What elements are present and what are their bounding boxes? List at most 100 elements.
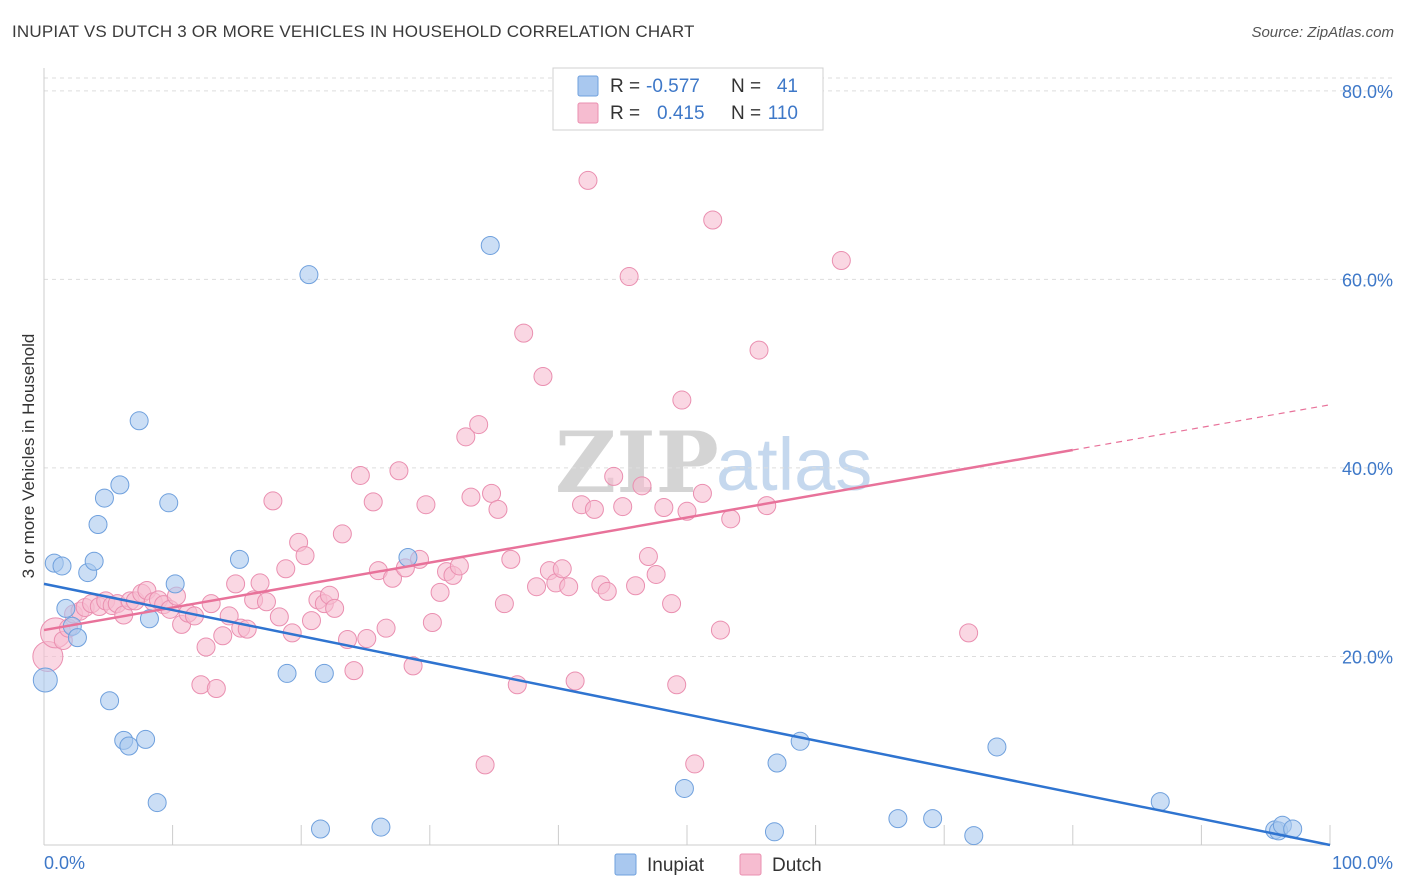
- dutch-swatch: [577, 102, 599, 124]
- inupiat-point: [147, 793, 167, 813]
- inupiat-point: [165, 574, 185, 594]
- dutch-point: [604, 466, 624, 486]
- dutch-point: [565, 671, 585, 691]
- inupiat-point: [767, 753, 787, 773]
- dutch-point: [626, 576, 646, 596]
- inupiat-point: [888, 809, 908, 829]
- dutch-point: [461, 487, 481, 507]
- inupiat-point: [56, 598, 76, 618]
- inupiat-point: [674, 778, 694, 798]
- inupiat-trend-line: [43, 582, 1331, 847]
- inupiat-r-label: R =: [610, 76, 640, 97]
- dutch-point: [527, 577, 547, 597]
- inupiat-point: [310, 819, 330, 839]
- dutch-series: [32, 170, 979, 775]
- dutch-point: [597, 581, 617, 601]
- dutch-point: [667, 675, 687, 695]
- tick-labels: 20.0% 40.0% 60.0% 80.0% 0.0% 100.0%: [44, 82, 1393, 873]
- dutch-point: [672, 390, 692, 410]
- y-tick-label: 60.0%: [1342, 270, 1393, 290]
- inupiat-point: [52, 556, 72, 576]
- dutch-point: [196, 637, 216, 657]
- legend-inupiat-swatch: [614, 853, 637, 876]
- watermark-atlas: atlas: [716, 423, 872, 506]
- stats-legend: R = -0.577 N = 41 R = 0.415 N = 110: [552, 67, 824, 131]
- dutch-point: [206, 679, 226, 699]
- dutch-point: [344, 661, 364, 681]
- dutch-point: [619, 267, 639, 287]
- inupiat-point: [398, 547, 418, 567]
- inupiat-point: [67, 628, 87, 648]
- dutch-point: [416, 495, 436, 515]
- dutch-point: [488, 499, 508, 519]
- dutch-point: [703, 210, 723, 230]
- dutch-point: [332, 524, 352, 544]
- inupiat-point: [136, 729, 156, 749]
- y-tick-label: 80.0%: [1342, 82, 1393, 102]
- dutch-point: [403, 656, 423, 676]
- dutch-point: [363, 492, 383, 512]
- source-credit: Source: ZipAtlas.com: [1251, 24, 1394, 41]
- dutch-point: [276, 559, 296, 579]
- dutch-point: [514, 323, 534, 343]
- inupiat-point: [299, 265, 319, 285]
- inupiat-n-value: 41: [777, 76, 798, 97]
- dutch-point: [201, 594, 221, 614]
- dutch-point: [831, 251, 851, 271]
- dutch-point: [482, 483, 502, 503]
- dutch-point: [376, 618, 396, 638]
- inupiat-point: [32, 667, 58, 693]
- inupiat-point: [100, 691, 120, 711]
- dutch-trend-extension: [1072, 404, 1331, 451]
- dutch-r-label: R =: [610, 103, 640, 124]
- inupiat-point: [84, 551, 104, 571]
- dutch-point: [501, 549, 521, 569]
- dutch-point: [475, 755, 495, 775]
- inupiat-point: [480, 235, 500, 255]
- inupiat-point: [277, 663, 297, 683]
- inupiat-point: [110, 475, 130, 495]
- dutch-point: [552, 559, 572, 579]
- inupiat-point: [94, 488, 114, 508]
- dutch-point: [662, 594, 682, 614]
- dutch-point: [213, 626, 233, 646]
- inupiat-n-label: N =: [731, 76, 761, 97]
- dutch-point: [456, 427, 476, 447]
- dutch-point: [559, 577, 579, 597]
- inupiat-point: [371, 817, 391, 837]
- dutch-point: [357, 629, 377, 649]
- dutch-point: [959, 623, 979, 643]
- inupiat-series: [32, 235, 1303, 846]
- dutch-point: [710, 620, 730, 640]
- y-tick-label: 40.0%: [1342, 459, 1393, 479]
- inupiat-point: [119, 736, 139, 756]
- inupiat-point: [139, 609, 159, 629]
- inupiat-point: [964, 826, 984, 846]
- dutch-point: [350, 465, 370, 485]
- x-tick-label: 100.0%: [1332, 853, 1393, 873]
- inupiat-point: [923, 809, 943, 829]
- dutch-point: [685, 754, 705, 774]
- inupiat-point: [129, 411, 149, 431]
- dutch-point: [325, 598, 345, 618]
- inupiat-point: [987, 737, 1007, 757]
- inupiat-point: [314, 663, 334, 683]
- dutch-point: [578, 170, 598, 190]
- dutch-point: [654, 498, 674, 518]
- dutch-point: [295, 546, 315, 566]
- dutch-point: [692, 483, 712, 503]
- inupiat-point: [88, 514, 108, 534]
- dutch-point: [226, 574, 246, 594]
- y-tick-label: 20.0%: [1342, 647, 1393, 667]
- legend-dutch-swatch: [739, 853, 762, 876]
- dutch-point: [301, 611, 321, 631]
- dutch-point: [721, 509, 741, 529]
- y-axis-label: 3 or more Vehicles in Household: [19, 334, 38, 579]
- dutch-point: [430, 582, 450, 602]
- dutch-point: [263, 491, 283, 511]
- watermark: ZIP atlas: [555, 413, 872, 512]
- dutch-point: [269, 607, 289, 627]
- inupiat-swatch: [577, 75, 599, 97]
- dutch-point: [584, 499, 604, 519]
